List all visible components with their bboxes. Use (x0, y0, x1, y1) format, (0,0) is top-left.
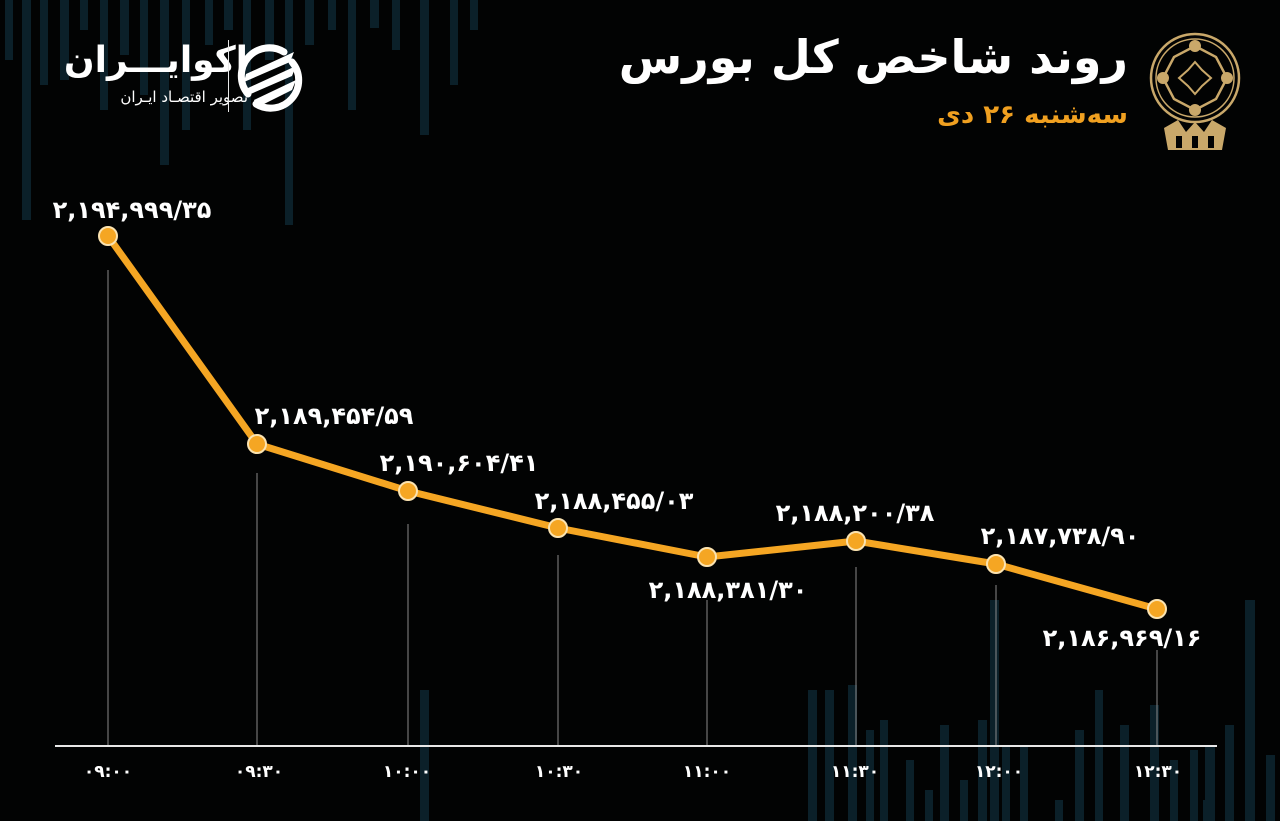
x-tick-label: ۱۲:۳۰ (1133, 762, 1183, 782)
data-label: ۲,۱۸۹,۴۵۴/۵۹ (254, 402, 414, 430)
x-tick-label: ۱۱:۰۰ (682, 762, 732, 782)
data-label: ۲,۱۸۸,۴۵۵/۰۳ (534, 487, 694, 515)
data-label: ۲,۱۸۶,۹۶۹/۱۶ (1042, 624, 1202, 652)
drop-lines (107, 270, 1158, 746)
x-tick-label: ۱۱:۳۰ (830, 762, 880, 782)
data-label: ۲,۱۹۴,۹۹۹/۳۵ (52, 196, 212, 224)
brand-name: اکوایـــران (63, 40, 248, 81)
data-label: ۲,۱۸۸,۳۸۱/۳۰ (648, 576, 808, 604)
brand-separator (228, 40, 229, 112)
x-tick-label: ۱۲:۰۰ (974, 762, 1024, 782)
x-tick-label: ۱۰:۳۰ (534, 762, 584, 782)
data-label: ۲,۱۸۷,۷۳۸/۹۰ (980, 522, 1140, 550)
x-tick-label: ۰۹:۰۰ (83, 762, 133, 782)
chart-title: روند شاخص کل بورس (618, 30, 1128, 84)
x-tick-label: ۱۰:۰۰ (382, 762, 432, 782)
data-label: ۲,۱۸۸,۲۰۰/۳۸ (775, 499, 935, 527)
data-label: ۲,۱۹۰,۶۰۴/۴۱ (379, 449, 539, 477)
chart-date: سه‌شنبه ۲۶ دی (937, 100, 1128, 130)
x-tick-label: ۰۹:۳۰ (234, 762, 284, 782)
index-line (104, 232, 1161, 613)
data-markers (98, 226, 1167, 619)
brand-tagline: تصویر اقتصـاد ایـران (120, 88, 248, 106)
ecoiran-logo-icon (237, 44, 303, 112)
brand-logo-block: اکوایـــران تصویر اقتصـاد ایـران (50, 38, 320, 118)
stock-exchange-emblem-icon (1149, 32, 1241, 150)
